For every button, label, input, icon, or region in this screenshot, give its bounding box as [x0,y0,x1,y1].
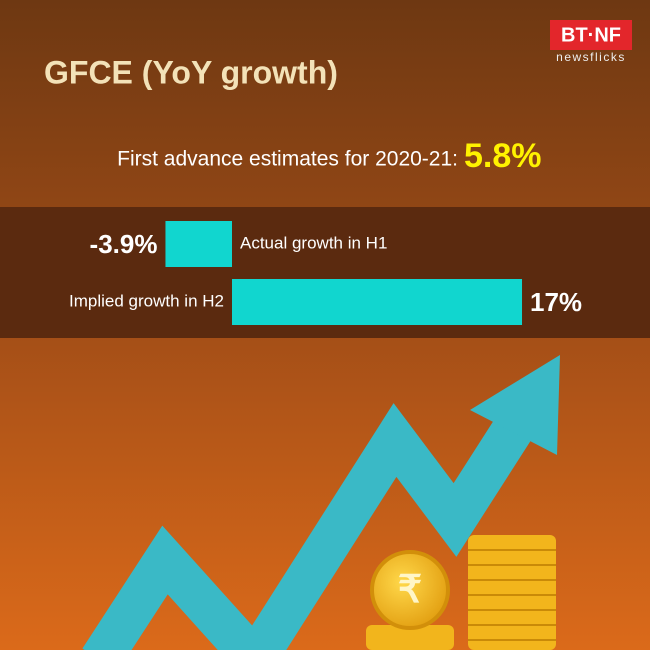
logo-box [550,20,632,50]
bar [165,221,232,267]
coin-stack: ₹ [366,535,556,650]
arrow-head [470,355,560,455]
bar [232,279,523,325]
trend-arrow [82,383,553,655]
logo-brand: BT·NF [561,24,621,46]
category-label: Implied growth in H2 [69,291,224,310]
value-label: 17% [530,287,582,317]
headline-value: 5.8% [464,137,542,175]
value-label: -3.9% [90,229,158,259]
subtitle: First advance estimates for 2020-21: [117,148,458,171]
chart-title: GFCE (YoY growth) [44,54,338,90]
logo-tagline: newsflicks [556,50,626,64]
svg-text:₹: ₹ [398,569,422,611]
category-label: Actual growth in H1 [240,233,387,252]
